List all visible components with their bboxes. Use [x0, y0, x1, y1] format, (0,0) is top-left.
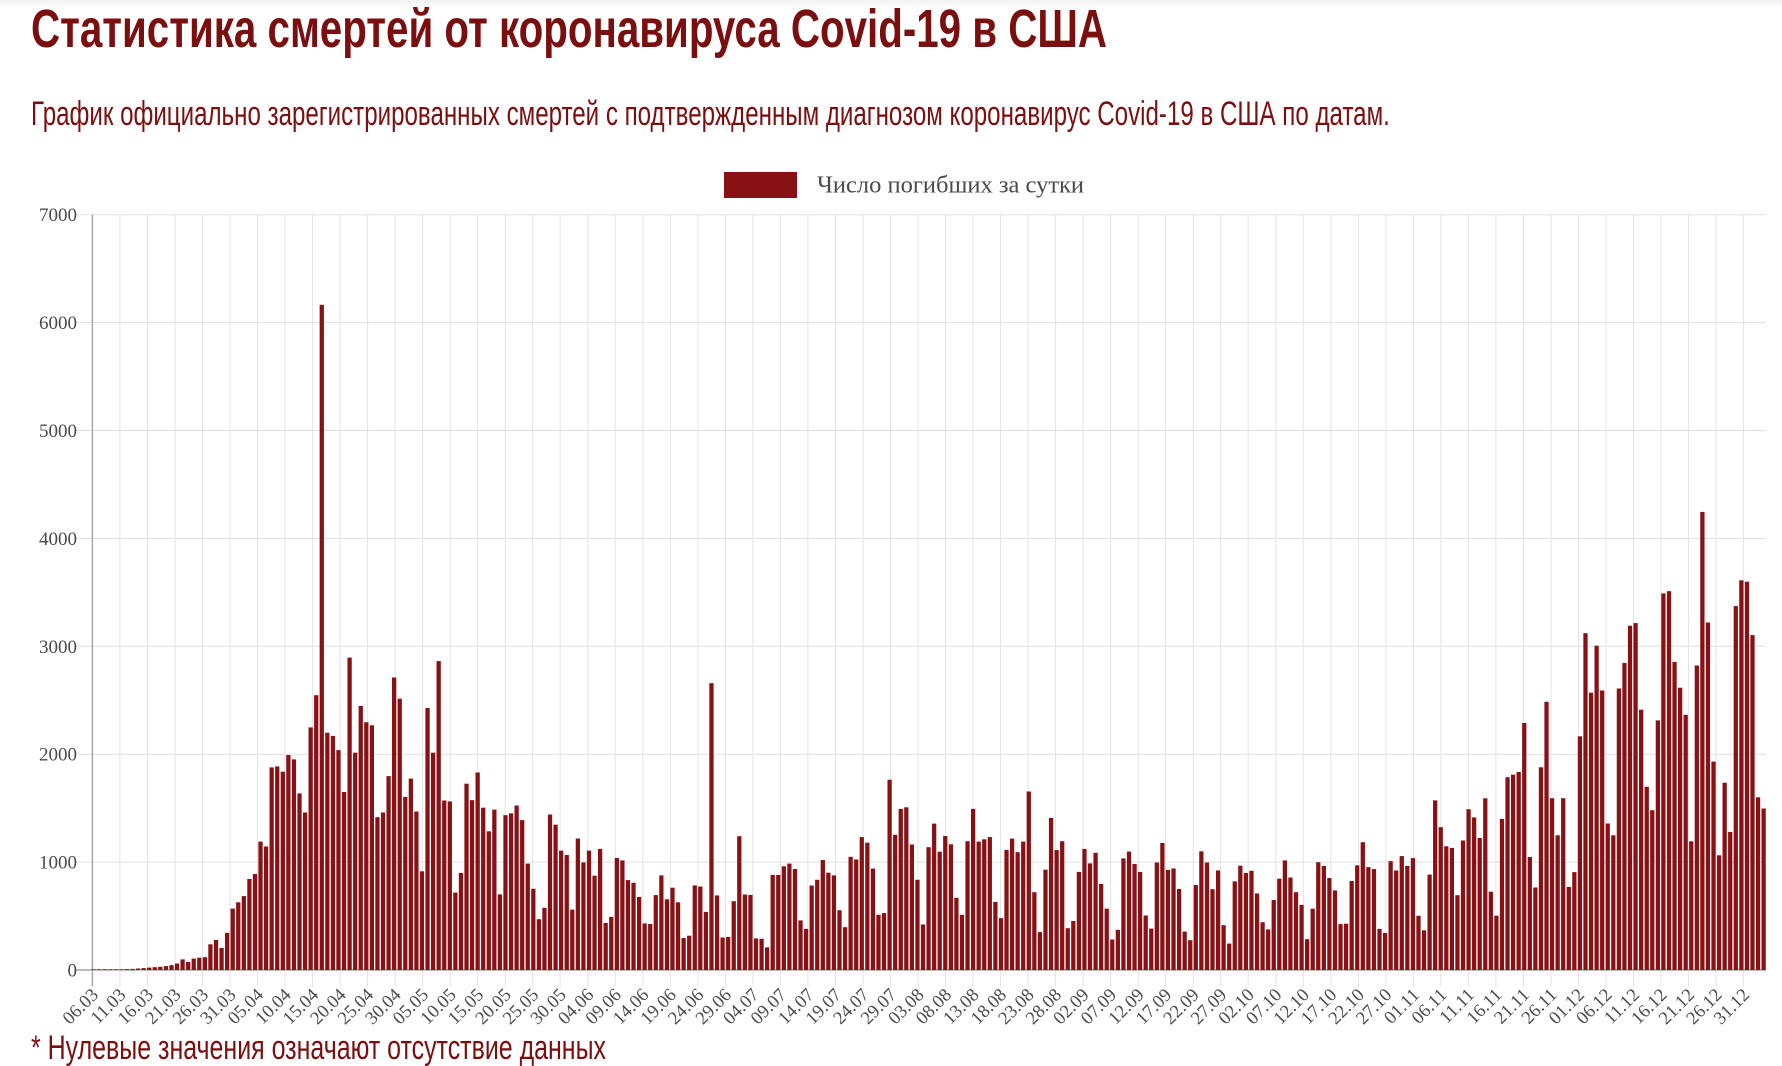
svg-text:3000: 3000 [39, 637, 77, 658]
svg-text:6000: 6000 [39, 313, 77, 334]
svg-text:0: 0 [68, 961, 78, 982]
svg-text:7000: 7000 [39, 205, 77, 226]
svg-text:1000: 1000 [39, 853, 77, 874]
svg-text:5000: 5000 [39, 421, 77, 442]
svg-text:2000: 2000 [39, 745, 77, 766]
svg-text:4000: 4000 [39, 529, 77, 550]
svg-text:Число погибших за сутки: Число погибших за сутки [817, 172, 1084, 199]
